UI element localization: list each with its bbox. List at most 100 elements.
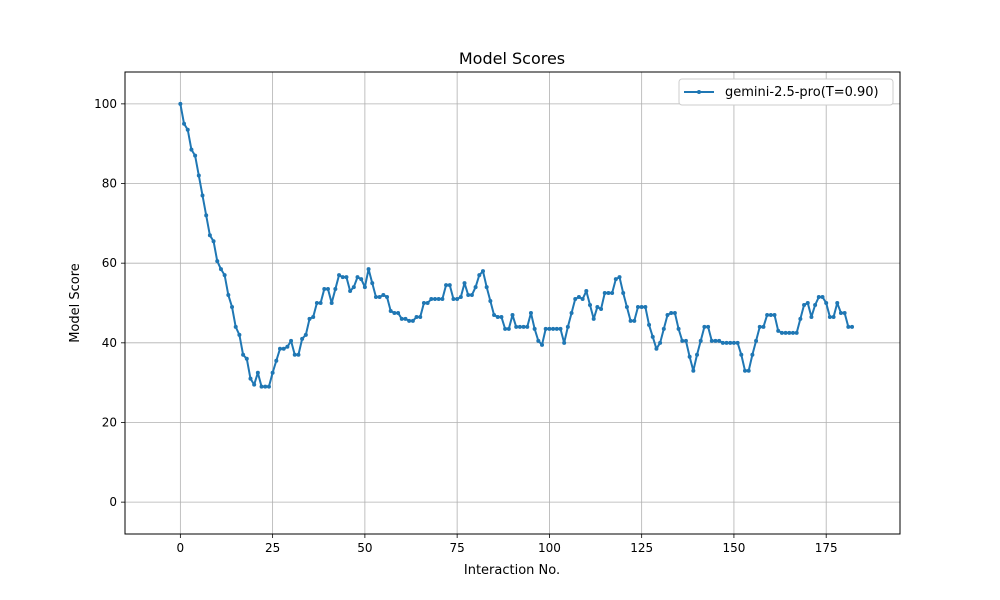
data-point — [447, 283, 452, 288]
data-point — [263, 384, 268, 389]
data-point — [743, 368, 747, 373]
data-point — [687, 354, 692, 359]
plot-area-frame — [124, 71, 901, 535]
data-point — [373, 295, 378, 300]
data-point — [399, 316, 404, 321]
data-point — [658, 340, 663, 345]
data-point — [672, 310, 677, 315]
data-point — [706, 324, 711, 329]
data-point — [344, 275, 349, 280]
data-point — [676, 326, 681, 331]
data-point — [562, 340, 567, 345]
data-point — [842, 310, 847, 315]
data-point — [831, 314, 836, 319]
data-point — [809, 314, 814, 319]
data-point — [779, 330, 784, 335]
data-point — [802, 302, 807, 307]
data-point — [514, 324, 519, 329]
data-point — [683, 338, 688, 343]
data-point — [337, 273, 342, 278]
data-point — [532, 326, 537, 331]
data-point — [827, 314, 832, 319]
data-point — [765, 312, 770, 317]
data-point — [274, 358, 279, 363]
data-point — [410, 318, 415, 323]
data-point — [606, 291, 611, 296]
data-point — [573, 297, 578, 302]
data-point — [724, 340, 729, 345]
y-tick-label: 80 — [102, 177, 117, 191]
data-point — [492, 312, 497, 317]
data-point — [266, 384, 271, 389]
data-point — [772, 312, 777, 317]
data-point — [392, 310, 397, 315]
data-point — [525, 324, 530, 329]
data-point — [200, 193, 205, 198]
data-point — [252, 382, 257, 387]
data-point — [768, 312, 773, 317]
data-point — [835, 301, 840, 305]
data-point — [388, 308, 393, 313]
data-point — [613, 277, 618, 282]
data-point — [248, 376, 253, 381]
data-point — [794, 330, 799, 335]
legend-box — [678, 78, 894, 106]
series-layer — [178, 101, 855, 389]
x-tick-label: 0 — [177, 541, 185, 555]
data-point — [510, 312, 515, 317]
y-tick-label: 60 — [102, 256, 117, 270]
data-point — [255, 370, 260, 375]
data-point — [218, 267, 223, 272]
data-point — [477, 273, 482, 278]
data-point — [599, 306, 604, 311]
data-point — [846, 324, 851, 329]
data-point — [292, 352, 297, 357]
data-point — [761, 324, 766, 329]
data-point — [669, 310, 674, 315]
data-point — [207, 233, 212, 238]
data-point — [193, 153, 198, 158]
data-point — [182, 121, 187, 126]
data-point — [314, 301, 319, 305]
data-point — [576, 295, 581, 300]
data-point — [647, 322, 652, 327]
data-point — [473, 285, 478, 290]
data-point — [621, 291, 626, 296]
data-point — [296, 352, 301, 357]
data-point — [204, 213, 209, 218]
data-point — [348, 289, 353, 294]
data-point — [750, 352, 755, 357]
data-point — [237, 332, 242, 337]
data-point — [451, 297, 456, 302]
data-point — [554, 326, 559, 331]
data-point — [185, 127, 190, 132]
data-point — [407, 318, 412, 323]
data-point — [396, 310, 401, 315]
data-point — [824, 301, 829, 305]
data-point — [259, 384, 264, 389]
data-point — [540, 342, 545, 347]
data-point — [226, 293, 231, 298]
data-point — [466, 293, 471, 298]
data-point — [381, 293, 386, 298]
data-point — [569, 310, 574, 315]
data-point — [322, 287, 327, 292]
data-point — [654, 346, 659, 351]
data-point — [270, 370, 275, 375]
data-point — [362, 285, 367, 290]
data-point — [528, 310, 533, 315]
data-point — [661, 326, 666, 331]
data-point — [300, 336, 305, 341]
x-axis: 0 25 50 75 100 125 150 175 — [177, 534, 838, 555]
data-point — [418, 314, 423, 319]
data-point — [813, 302, 818, 307]
y-axis: 0 20 40 60 80 100 — [94, 97, 125, 509]
data-point — [414, 314, 419, 319]
x-tick-label: 125 — [630, 541, 653, 555]
data-point — [222, 273, 227, 278]
grid-lines — [125, 72, 900, 534]
x-tick-label: 50 — [357, 541, 372, 555]
data-point — [285, 344, 290, 349]
data-point — [521, 324, 526, 329]
data-point — [440, 297, 445, 302]
